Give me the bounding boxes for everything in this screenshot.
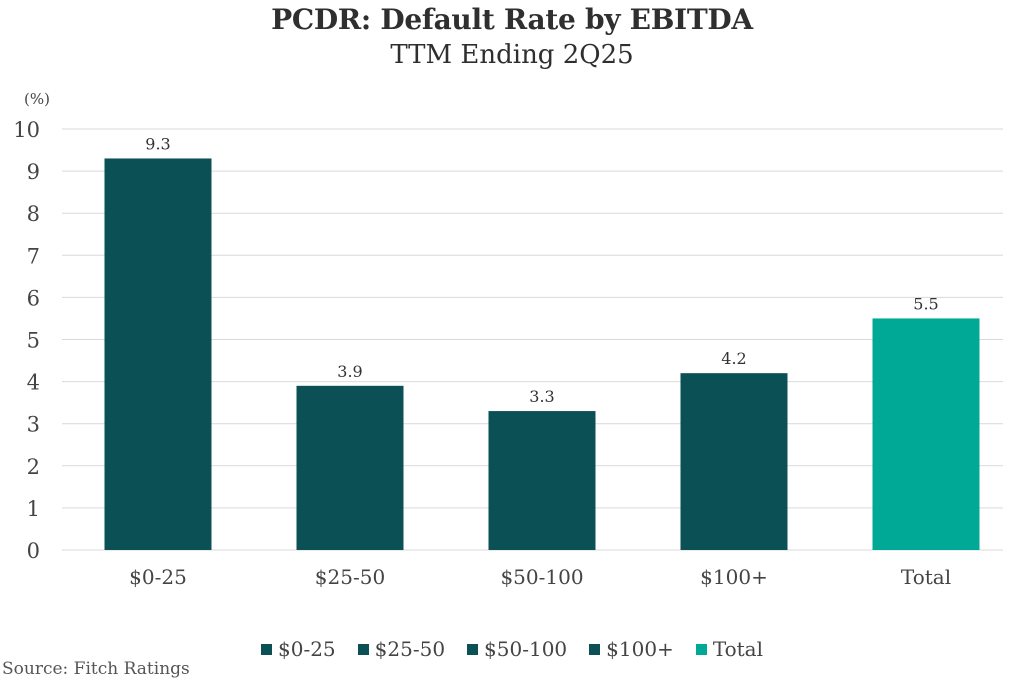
legend-swatch — [261, 643, 272, 655]
legend: $0-25 $25-50 $50-100 $100+ Total — [0, 637, 1024, 661]
legend-item: $25-50 — [357, 637, 446, 661]
gridlines — [62, 128, 1003, 551]
legend-item: $100+ — [589, 637, 674, 661]
x-tick-label: $50-100 — [500, 565, 583, 589]
legend-item: Total — [695, 637, 763, 661]
x-tick-label: $25-50 — [315, 565, 385, 589]
y-tick-label: 5 — [27, 329, 40, 353]
data-label: 5.5 — [913, 294, 938, 313]
source-note: Source: Fitch Ratings — [2, 659, 190, 679]
legend-swatch — [357, 643, 369, 655]
bar — [680, 373, 788, 550]
data-labels: 9.3 3.9 3.3 4.2 5.5 — [145, 134, 938, 406]
x-tick-label: Total — [901, 565, 951, 589]
data-label: 4.2 — [721, 349, 746, 368]
x-tick-labels: $0-25 $25-50 $50-100 $100+ Total — [129, 565, 951, 589]
y-tick-labels: 0 1 2 3 4 5 6 7 8 9 10 — [13, 118, 40, 563]
legend-item: $0-25 — [261, 637, 336, 661]
legend-swatch — [695, 643, 707, 655]
y-tick-label: 4 — [27, 371, 40, 395]
bar — [104, 158, 212, 550]
data-label: 3.3 — [529, 387, 554, 406]
x-tick-label: $0-25 — [129, 565, 187, 589]
data-label: 9.3 — [145, 134, 170, 153]
legend-item: $50-100 — [467, 637, 567, 661]
y-tick-label: 9 — [27, 160, 40, 184]
legend-swatch — [467, 643, 479, 655]
y-axis-label: (%) — [24, 90, 50, 108]
y-tick-label: 7 — [27, 244, 40, 268]
x-tick-label: $100+ — [700, 565, 768, 589]
legend-label: $50-100 — [484, 637, 568, 661]
y-tick-label: 6 — [27, 286, 40, 310]
y-tick-label: 3 — [27, 413, 40, 437]
legend-label: $25-50 — [374, 637, 446, 661]
y-tick-label: 1 — [27, 497, 40, 521]
chart-subtitle: TTM Ending 2Q25 — [390, 40, 634, 70]
legend-swatch — [589, 643, 601, 655]
chart-title: PCDR: Default Rate by EBITDA — [271, 3, 753, 36]
data-label: 3.9 — [337, 362, 362, 381]
y-tick-label: 2 — [27, 455, 40, 479]
legend-label: $100+ — [606, 637, 674, 661]
bar — [296, 385, 404, 550]
bar — [488, 411, 596, 550]
y-tick-label: 10 — [13, 118, 40, 142]
legend-label: $0-25 — [278, 637, 336, 661]
bars — [104, 158, 980, 550]
bar — [872, 318, 980, 550]
y-tick-label: 0 — [27, 539, 40, 563]
legend-label: Total — [712, 637, 763, 661]
y-tick-label: 8 — [27, 202, 40, 226]
